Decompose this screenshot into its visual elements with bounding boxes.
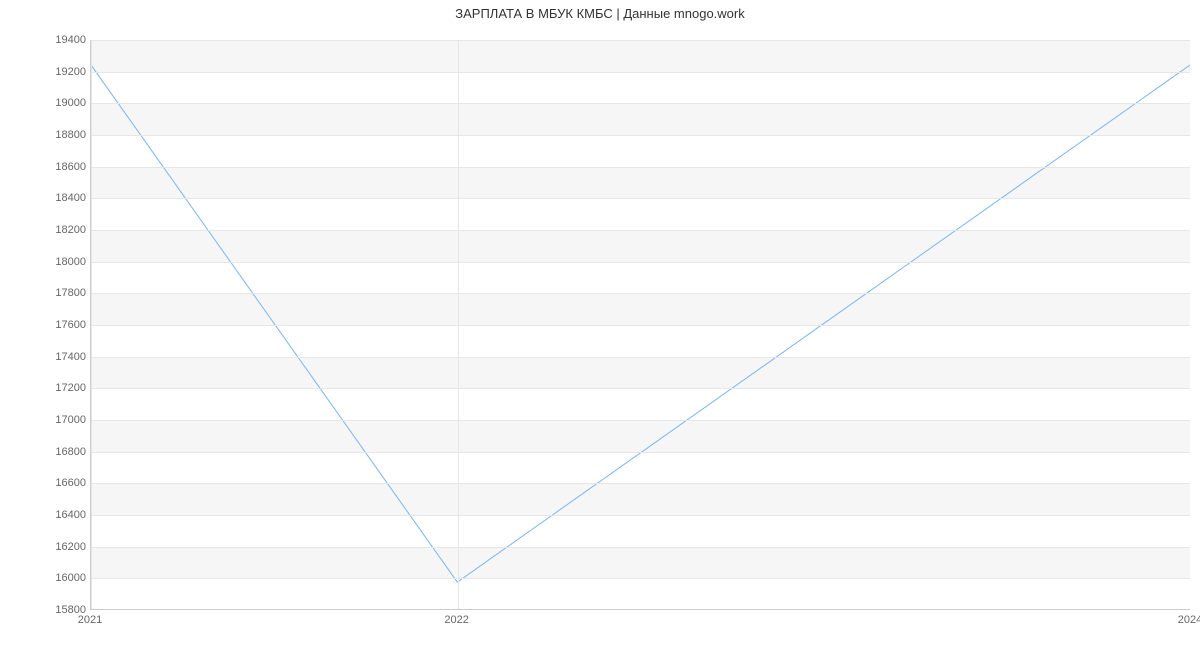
gridline-horizontal [91,420,1190,421]
chart-title: ЗАРПЛАТА В МБУК КМБС | Данные mnogo.work [0,6,1200,21]
gridline-horizontal [91,325,1190,326]
x-tick-label: 2022 [444,614,468,626]
gridline-horizontal [91,198,1190,199]
gridline-horizontal [91,547,1190,548]
y-tick-label: 16600 [6,477,86,489]
gridline-horizontal [91,103,1190,104]
gridline-horizontal [91,388,1190,389]
gridline-horizontal [91,515,1190,516]
x-tick-label: 2024 [1178,614,1200,626]
y-tick-label: 17400 [6,351,86,363]
y-tick-label: 18000 [6,256,86,268]
gridline-horizontal [91,452,1190,453]
y-tick-label: 19400 [6,34,86,46]
y-tick-label: 17600 [6,319,86,331]
y-tick-label: 17200 [6,382,86,394]
y-tick-label: 15800 [6,604,86,616]
y-tick-label: 16800 [6,446,86,458]
y-tick-label: 16400 [6,509,86,521]
x-tick-label: 2021 [78,614,102,626]
gridline-vertical [91,40,92,609]
y-tick-label: 17000 [6,414,86,426]
y-tick-label: 16200 [6,541,86,553]
y-tick-label: 17800 [6,287,86,299]
y-tick-label: 16000 [6,572,86,584]
gridline-horizontal [91,72,1190,73]
gridline-horizontal [91,262,1190,263]
gridline-horizontal [91,167,1190,168]
gridline-horizontal [91,40,1190,41]
plot-inner [90,40,1190,610]
gridline-horizontal [91,293,1190,294]
series-line [91,65,1190,582]
plot-area [90,40,1190,610]
gridline-horizontal [91,135,1190,136]
gridline-horizontal [91,483,1190,484]
gridline-horizontal [91,357,1190,358]
gridline-horizontal [91,230,1190,231]
gridline-vertical [458,40,459,609]
y-tick-label: 18600 [6,161,86,173]
y-tick-label: 18400 [6,192,86,204]
y-tick-label: 18200 [6,224,86,236]
y-tick-label: 19000 [6,97,86,109]
y-tick-label: 18800 [6,129,86,141]
y-tick-label: 19200 [6,66,86,78]
chart-container: ЗАРПЛАТА В МБУК КМБС | Данные mnogo.work… [0,0,1200,650]
gridline-horizontal [91,578,1190,579]
